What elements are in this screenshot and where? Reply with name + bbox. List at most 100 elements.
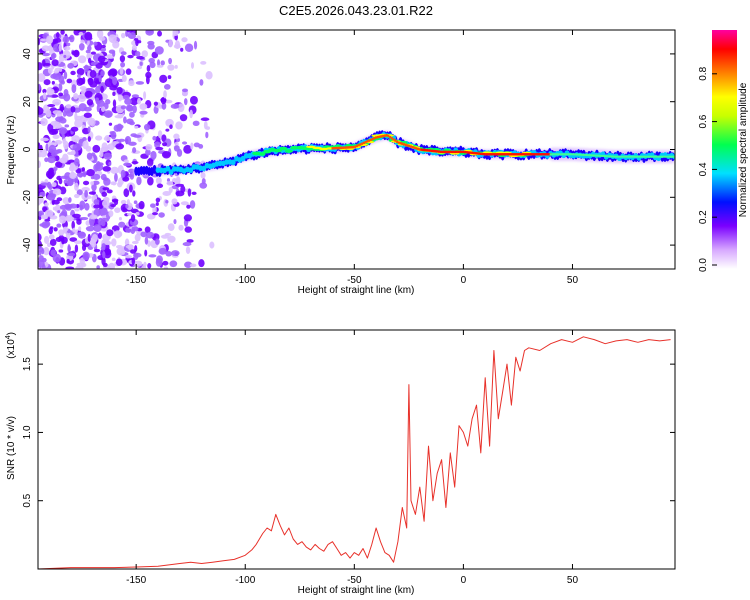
ridge-core-cell [519,153,522,156]
noise-blob [137,65,143,70]
ridge-blob [168,169,174,175]
noise-blob [178,224,184,231]
colorbar: 0.0 0.2 0.4 0.6 0.8 Normalized spectral ampl… [698,30,749,272]
noise-blob [189,200,196,209]
noise-blob [102,250,106,259]
noise-blob [78,43,85,51]
noise-blob [140,231,148,238]
noise-blob [58,229,65,236]
noise-blob [87,77,94,86]
noise-blob [64,124,70,128]
noise-blob [167,64,175,71]
ridge-core-cell [401,142,404,145]
ridge-tail-cell [568,153,571,156]
noise-blob [86,98,94,106]
ridge-core [331,134,675,158]
noise-blob [131,45,137,51]
noise-blob [89,214,98,220]
ridge-tail-cell [631,155,634,158]
ridge-blob [284,149,293,153]
ridge-tail-cell [621,155,624,158]
noise-blob [168,57,173,65]
noise-blob [52,206,57,211]
ridge-core-cell [357,143,360,147]
noise-blob [163,90,167,99]
noise-blob [171,198,178,205]
noise-blob [51,52,57,59]
ridge-core-cell [528,153,531,156]
noise-blob [183,214,193,222]
noise-blob [156,183,164,189]
ridge-core-cell [371,137,374,141]
noise-blob [78,55,87,64]
noise-blob [40,137,49,142]
noise-blob [57,210,61,214]
noise-blob [74,244,79,253]
noise-blob [44,157,49,163]
noise-blob [205,71,213,80]
noise-blob [155,202,159,206]
noise-blob [126,118,134,125]
noise-blob [69,34,75,43]
ridge-tail-cell [608,155,611,158]
colorbar-tick-label: 0.8 [698,66,709,80]
ridge-core-cell [354,145,357,148]
noise-blob [42,59,46,67]
ridge-tail-cell [581,153,584,156]
noise-blob [45,169,55,179]
noise-blob [139,103,148,110]
ridge-core-cell [429,149,432,152]
noise-blob [61,209,68,217]
noise-blob [89,220,94,226]
noise-blob [145,143,153,151]
noise-blob [79,86,87,91]
ridge-tail-cell [624,155,627,158]
noise-blob [161,151,171,159]
noise-blob [143,91,147,100]
ridge-core-cell [364,140,367,144]
noise-blob [93,224,102,233]
noise-blob [115,244,123,249]
colorbar-label: Normalized spectral amplitude [738,82,749,217]
spectrogram-y-ticks: -40 -20 0 20 40 [22,48,675,252]
noise-blob [157,59,161,67]
noise-blob [155,146,164,151]
noise-blob [45,109,52,118]
noise-blob [131,240,139,245]
noise-blob [62,35,70,44]
noise-blob [90,51,97,55]
noise-blob [161,102,167,110]
noise-blob [58,43,63,52]
noise-blob [128,184,133,193]
noise-blob [124,255,132,259]
ridge-core-cell [396,140,399,143]
noise-blob [100,70,105,77]
noise-blob [87,233,91,242]
ridge-tail-cell [558,153,561,156]
noise-blob [164,232,172,237]
ridge-core-cell [476,152,479,155]
ridge-tail-cell [615,155,618,158]
ridge-core-cell [546,153,549,156]
noise-blob [108,122,113,126]
ridge-core-cell [483,152,486,156]
noise-blob [53,69,60,74]
noise-blob [75,149,79,157]
noise-blob [158,212,165,218]
noise-blob [144,226,151,234]
ridge-core-cell [458,150,461,154]
ridge-tail-cell [602,154,605,157]
ridge-core-cell [542,153,545,156]
noise-blob [48,144,57,154]
noise-blob [199,79,204,86]
noise-blob [116,86,123,95]
noise-blob [58,92,64,97]
ridge-tail-cell [596,154,599,157]
ridge-tail-cell [554,153,557,156]
noise-blob [81,167,86,173]
ridge-tail-cell [673,155,675,158]
noise-blob [147,176,154,186]
noise-blob [55,161,63,168]
noise-blob [155,238,160,245]
ridge-tail-cell [642,155,645,158]
